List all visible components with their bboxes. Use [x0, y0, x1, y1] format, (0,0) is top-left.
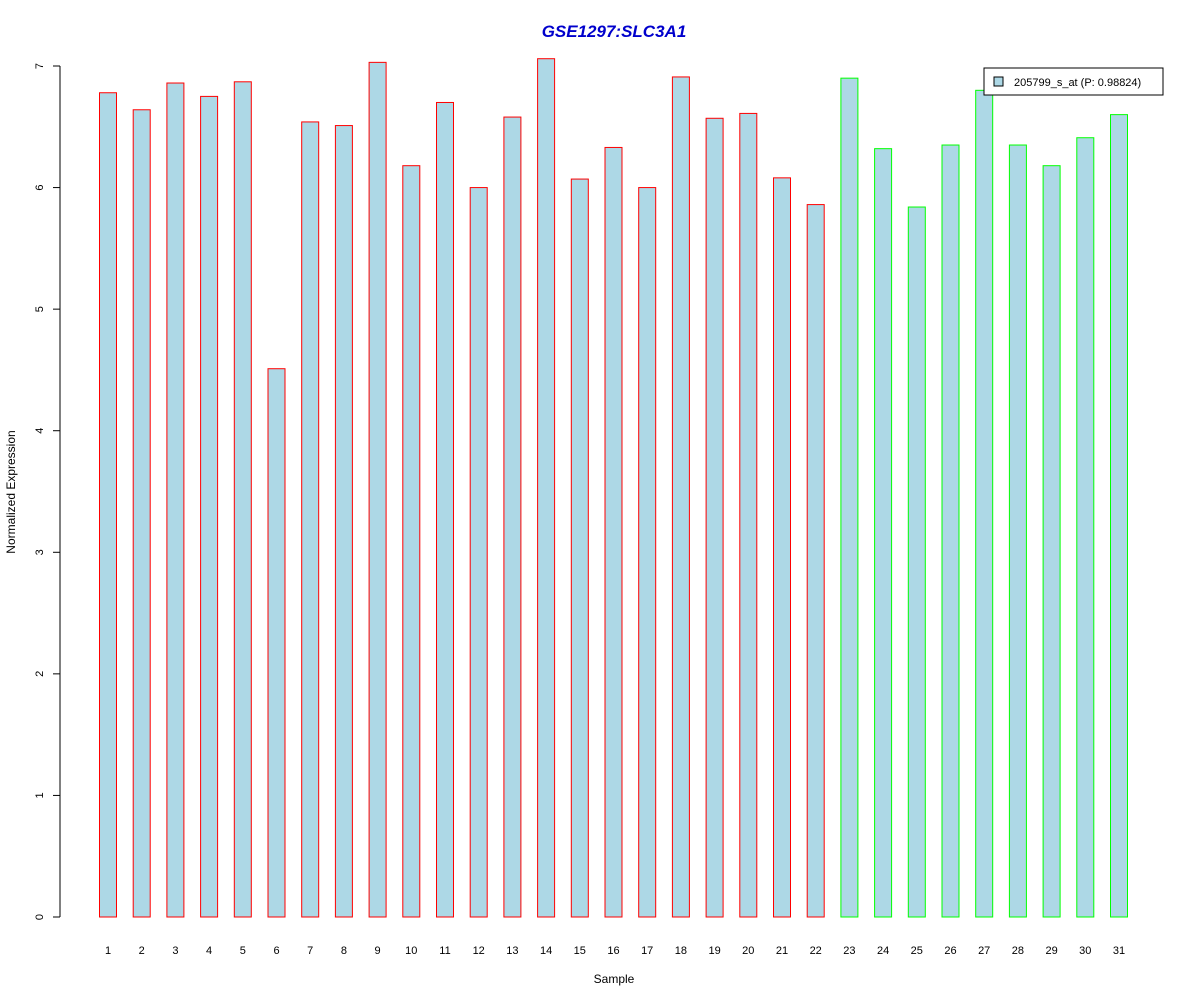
bar-sample-17 — [638, 187, 657, 918]
x-tick-label: 10 — [405, 945, 417, 957]
x-tick-label: 17 — [641, 945, 653, 957]
y-axis: 0 1 2 3 4 5 6 7 — [34, 63, 61, 920]
x-tick-label: 11 — [439, 945, 450, 957]
x-tick-label: 3 — [172, 945, 178, 957]
y-tick-label: 3 — [34, 549, 46, 555]
bar-sample-20 — [739, 112, 758, 918]
x-tick-label: 18 — [675, 945, 687, 957]
bar-sample-2 — [132, 109, 151, 918]
bar-sample-16 — [604, 146, 623, 918]
bar-sample-5 — [233, 81, 252, 918]
x-tick-labels: 1 2 3 4 5 6 7 8 9 10 11 12 13 14 15 16 17 18 19 20 21 22 23 24 2… — [105, 945, 1125, 957]
bar-sample-12 — [469, 187, 488, 918]
bar-sample-6 — [267, 368, 286, 918]
y-tick-label: 6 — [34, 185, 46, 191]
bar-sample-11 — [436, 101, 454, 918]
bar-sample-9 — [368, 61, 387, 918]
x-tick-label: 5 — [240, 945, 246, 957]
x-tick-label: 14 — [540, 945, 552, 957]
bar-sample-18 — [671, 76, 690, 918]
x-tick-label: 26 — [944, 945, 956, 957]
x-tick-label: 4 — [206, 945, 212, 957]
y-axis-title: Normalized Expression — [4, 430, 18, 553]
bar-sample-30 — [1076, 137, 1095, 918]
bar-sample-28 — [1008, 144, 1027, 918]
chart-title: GSE1297:SLC3A1 — [542, 22, 687, 41]
bar-sample-31 — [1110, 114, 1128, 918]
bar-sample-10 — [402, 165, 421, 918]
x-tick-label: 19 — [708, 945, 720, 957]
legend-box — [983, 67, 1164, 96]
x-tick-label: 2 — [139, 945, 145, 957]
legend-label: 205799_s_at (P: 0.98824) — [1014, 77, 1141, 89]
bar-sample-1 — [99, 92, 117, 918]
x-tick-label: 13 — [506, 945, 518, 957]
x-tick-label: 28 — [1012, 945, 1024, 957]
x-tick-label: 8 — [341, 945, 347, 957]
x-axis-title: Sample — [594, 972, 635, 986]
bar-sample-25 — [907, 206, 926, 918]
x-tick-label: 24 — [877, 945, 889, 957]
x-tick-label: 12 — [473, 945, 485, 957]
bar-sample-27 — [975, 89, 994, 918]
x-tick-label: 27 — [978, 945, 990, 957]
y-tick-label: 1 — [34, 792, 46, 798]
bar-sample-26 — [941, 144, 960, 918]
bar-sample-23 — [840, 77, 859, 918]
x-tick-label: 9 — [375, 945, 381, 957]
x-tick-label: 1 — [105, 945, 111, 957]
x-tick-label: 30 — [1079, 945, 1091, 957]
x-tick-label: 22 — [810, 945, 822, 957]
legend-swatch — [993, 76, 1004, 87]
bar-sample-14 — [537, 58, 556, 918]
bar-sample-15 — [570, 178, 589, 918]
bar-sample-24 — [874, 148, 893, 918]
bar-sample-22 — [806, 204, 825, 918]
x-tick-label: 23 — [843, 945, 855, 957]
bar-sample-21 — [773, 177, 791, 918]
bar-sample-19 — [705, 117, 724, 918]
x-tick-label: 20 — [742, 945, 754, 957]
x-tick-label: 25 — [911, 945, 923, 957]
bars-group — [99, 58, 1128, 918]
bar-sample-13 — [503, 116, 522, 918]
x-tick-label: 21 — [776, 945, 788, 957]
y-tick-label: 7 — [34, 63, 46, 69]
x-tick-label: 7 — [307, 945, 313, 957]
legend: 205799_s_at (P: 0.98824) — [983, 67, 1164, 96]
bar-sample-7 — [301, 121, 320, 918]
x-tick-label: 15 — [574, 945, 586, 957]
y-tick-label: 4 — [34, 428, 46, 434]
bar-sample-4 — [200, 95, 219, 918]
y-tick-label: 5 — [34, 306, 46, 312]
x-tick-label: 16 — [607, 945, 619, 957]
y-tick-label: 0 — [34, 914, 46, 920]
x-tick-label: 6 — [273, 945, 279, 957]
bar-sample-8 — [334, 125, 353, 918]
x-tick-label: 31 — [1113, 945, 1125, 957]
y-tick-label: 2 — [34, 671, 46, 677]
bar-sample-3 — [166, 82, 185, 918]
bar-sample-29 — [1042, 165, 1061, 918]
x-tick-label: 29 — [1045, 945, 1057, 957]
